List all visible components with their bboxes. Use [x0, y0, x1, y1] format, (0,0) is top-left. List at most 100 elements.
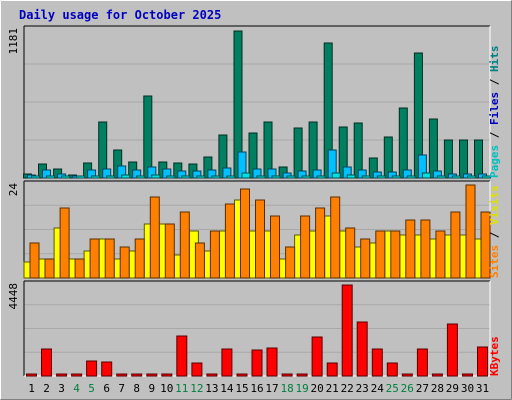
bar-hits-pages-day-15: [241, 172, 251, 179]
y-axis-max-label-visits: 24: [7, 183, 20, 197]
bar-hits-pages-day-14: [226, 175, 236, 179]
bar-hits-hits-day-31: [474, 139, 483, 179]
bar-kbytes-kbytes-day-29: [446, 323, 458, 377]
bar-hits-pages-day-10: [166, 175, 176, 179]
x-tick-label-day-16: 16: [250, 382, 263, 395]
bar-visits-sites-day-1: [29, 242, 40, 279]
bar-kbytes-kbytes-day-12: [191, 362, 203, 377]
legend-entry-hits-4: Hits: [488, 46, 501, 73]
bar-visits-sites-day-4: [74, 258, 85, 279]
bar-kbytes-kbytes-day-18: [281, 373, 293, 377]
legend-hits: Pages / Files / Hits: [488, 46, 501, 179]
x-tick-label-day-4: 4: [73, 382, 80, 395]
bar-hits-pages-day-19: [301, 175, 311, 179]
x-tick-label-day-8: 8: [133, 382, 140, 395]
bar-visits-sites-day-18: [285, 246, 296, 279]
x-tick-label-day-30: 30: [461, 382, 474, 395]
bar-visits-sites-day-11: [179, 211, 190, 279]
x-tick-label-day-20: 20: [310, 382, 323, 395]
legend-visits: Sites / Visits: [488, 185, 501, 278]
legend-entry-hits-1: /: [488, 125, 501, 145]
bar-kbytes-kbytes-day-26: [401, 373, 413, 377]
x-tick-label-day-6: 6: [103, 382, 110, 395]
bar-hits-pages-day-21: [331, 172, 341, 179]
x-tick-label-day-23: 23: [356, 382, 369, 395]
bar-hits-pages-day-22: [346, 174, 356, 179]
bar-visits-sites-day-13: [209, 230, 220, 279]
x-tick-label-day-19: 19: [295, 382, 308, 395]
x-tick-label-day-13: 13: [205, 382, 218, 395]
bar-kbytes-kbytes-day-5: [86, 360, 98, 377]
bar-hits-pages-day-26: [406, 175, 416, 179]
bar-kbytes-kbytes-day-14: [221, 348, 233, 377]
bar-kbytes-kbytes-day-30: [462, 373, 473, 377]
bar-hits-hits-day-26: [398, 107, 408, 179]
x-tick-label-day-17: 17: [265, 382, 278, 395]
bar-hits-pages-day-25: [391, 175, 401, 179]
bar-visits-sites-day-12: [194, 242, 205, 279]
bar-kbytes-kbytes-day-11: [176, 335, 188, 377]
bar-visits-sites-day-14: [224, 203, 235, 279]
bar-visits-sites-day-19: [300, 215, 311, 279]
bar-hits-pages-day-16: [256, 175, 266, 179]
x-tick-label-day-26: 26: [401, 382, 414, 395]
bar-hits-pages-day-5: [91, 175, 101, 179]
bar-hits-pages-day-12: [196, 175, 206, 179]
bar-hits-pages-day-3: [61, 175, 71, 179]
x-tick-label-day-21: 21: [326, 382, 339, 395]
x-tick-label-day-14: 14: [220, 382, 234, 395]
bar-hits-hits-day-30: [459, 139, 468, 179]
legend-kbytes: KBytes: [488, 336, 501, 376]
bar-visits-sites-day-8: [134, 238, 145, 279]
bar-visits-sites-day-20: [315, 207, 326, 279]
x-tick-label-day-27: 27: [416, 382, 429, 395]
bar-kbytes-kbytes-day-25: [386, 362, 398, 377]
x-tick-label-day-24: 24: [371, 382, 385, 395]
x-tick-label-day-25: 25: [386, 382, 399, 395]
bar-visits-sites-day-7: [119, 246, 130, 279]
bar-hits-hits-day-9: [143, 95, 153, 179]
x-tick-label-day-12: 12: [190, 382, 203, 395]
bar-hits-pages-day-9: [151, 174, 161, 179]
bar-hits-pages-day-17: [271, 175, 281, 179]
bar-kbytes-kbytes-day-13: [206, 373, 218, 377]
x-tick-label-day-28: 28: [431, 382, 444, 395]
bar-hits-pages-day-20: [316, 175, 326, 179]
x-tick-label-day-11: 11: [175, 382, 188, 395]
x-tick-label-day-2: 2: [43, 382, 50, 395]
bar-hits-pages-day-27: [421, 172, 431, 179]
bar-visits-sites-day-15: [240, 188, 250, 279]
bar-hits-pages-day-2: [46, 175, 55, 179]
bar-kbytes-kbytes-day-1: [26, 373, 37, 377]
bar-hits-pages-day-4: [76, 175, 86, 179]
bar-kbytes-kbytes-day-7: [116, 373, 128, 377]
x-tick-label-day-15: 15: [235, 382, 248, 395]
bar-kbytes-kbytes-day-2: [41, 348, 52, 377]
bar-visits-sites-day-5: [89, 238, 100, 279]
bar-kbytes-kbytes-day-22: [341, 284, 353, 377]
chart-title: Daily usage for October 2025: [19, 8, 221, 22]
legend-entry-hits-3: /: [488, 72, 501, 92]
bar-visits-sites-day-29: [450, 211, 461, 279]
bar-visits-sites-day-6: [104, 238, 115, 279]
bar-hits-pages-day-29: [451, 175, 461, 179]
x-tick-label-day-31: 31: [476, 382, 489, 395]
legend-entry-kbytes-0: KBytes: [488, 336, 501, 376]
x-tick-label-day-3: 3: [58, 382, 65, 395]
x-tick-label-day-22: 22: [341, 382, 354, 395]
bar-kbytes-kbytes-day-10: [161, 373, 173, 377]
bar-kbytes-kbytes-day-3: [56, 373, 68, 377]
x-tick-label-day-18: 18: [280, 382, 293, 395]
bar-hits-pages-day-31: [482, 175, 491, 179]
bar-hits-pages-day-6: [106, 175, 116, 179]
bar-visits-sites-day-10: [164, 223, 175, 279]
bar-kbytes-kbytes-day-20: [311, 336, 323, 377]
legend-entry-visits-1: /: [488, 225, 501, 245]
bar-visits-sites-day-31: [480, 211, 491, 279]
bar-kbytes-kbytes-day-6: [101, 361, 113, 377]
bar-kbytes-kbytes-day-8: [131, 373, 143, 377]
bar-visits-sites-day-30: [465, 184, 476, 279]
bar-kbytes-kbytes-day-15: [236, 373, 248, 377]
bar-kbytes-kbytes-day-31: [477, 346, 488, 377]
